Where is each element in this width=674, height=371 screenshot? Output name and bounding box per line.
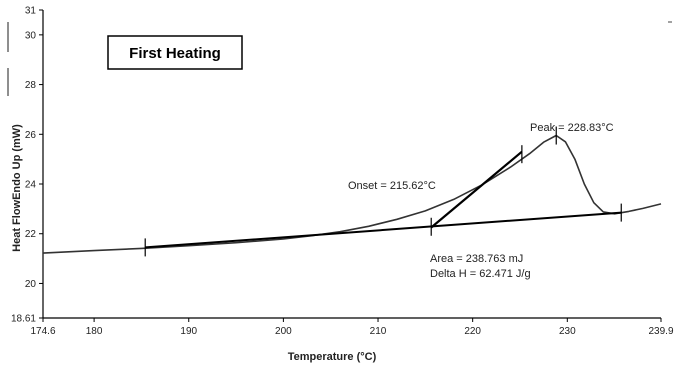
y-tick-label: 22 bbox=[25, 229, 37, 240]
x-axis-title: Temperature (°C) bbox=[288, 351, 377, 363]
axes bbox=[42, 10, 661, 319]
delta-h-label: Delta H = 62.471 J/g bbox=[430, 268, 531, 280]
heat-flow-curve bbox=[42, 134, 662, 254]
y-tick-label: 28 bbox=[25, 80, 37, 91]
x-ticks: 174.6 180 190 200 210 220 230 239.9 bbox=[30, 318, 674, 337]
onset-label: Onset = 215.62°C bbox=[348, 180, 436, 192]
x-tick-label: 180 bbox=[86, 326, 103, 337]
title-box-frame bbox=[107, 35, 243, 70]
x-tick-label: 239.9 bbox=[648, 326, 673, 337]
area-label: Area = 238.763 mJ bbox=[430, 253, 523, 265]
y-ticks: 18.61 20 22 24 26 28 30 31 bbox=[11, 6, 43, 325]
baseline-line bbox=[145, 211, 622, 249]
markers-layer bbox=[144, 126, 622, 257]
x-tick-label: 230 bbox=[559, 326, 576, 337]
y-tick-label: 24 bbox=[25, 180, 37, 191]
y-tick-label: 26 bbox=[25, 130, 37, 141]
y-axis-title: Heat FlowEndo Up (mW) bbox=[11, 124, 23, 252]
y-tick-label: 30 bbox=[25, 30, 37, 41]
x-tick-label: 174.6 bbox=[30, 326, 55, 337]
title-box: First Heating bbox=[107, 35, 243, 70]
series-layer bbox=[42, 134, 662, 254]
x-tick-label: 210 bbox=[370, 326, 387, 337]
x-tick-label: 200 bbox=[275, 326, 292, 337]
y-tick-label: 31 bbox=[25, 6, 37, 17]
x-tick-label: 190 bbox=[180, 326, 197, 337]
title-box-text: First Heating bbox=[129, 45, 221, 62]
y-tick-label: 20 bbox=[25, 279, 37, 290]
x-tick-label: 220 bbox=[464, 326, 481, 337]
y-tick-label: 18.61 bbox=[11, 314, 36, 325]
onset-tangent-line bbox=[430, 150, 523, 229]
peak-label: Peak = 228.83°C bbox=[530, 122, 614, 134]
